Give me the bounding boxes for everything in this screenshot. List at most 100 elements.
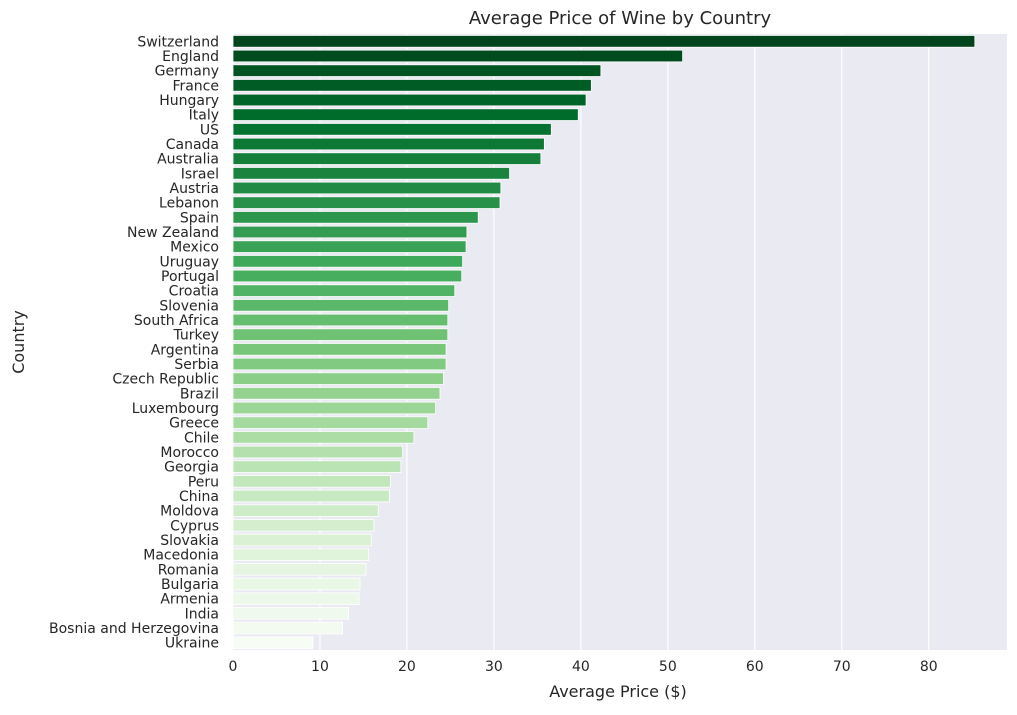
y-tick-label: Georgia [164, 460, 219, 476]
bar-spain [232, 211, 479, 224]
y-tick-label: Macedonia [143, 548, 219, 564]
bar-slovakia [232, 533, 372, 547]
gridlines [232, 34, 930, 650]
bar-turkey [232, 328, 449, 341]
x-tick-label: 40 [572, 659, 590, 675]
bar-peru [232, 475, 391, 488]
x-tick-label: 80 [920, 659, 938, 675]
bar-czech-republic [232, 372, 444, 385]
y-tick-label: Morocco [160, 445, 219, 461]
bar-brazil [232, 387, 441, 400]
y-tick-label: Portugal [161, 269, 219, 285]
y-tick-label: Hungary [159, 93, 219, 109]
bar-macedonia [232, 548, 370, 561]
x-tick-label: 0 [229, 659, 238, 675]
x-tick-label: 50 [659, 659, 677, 675]
bar-armenia [232, 592, 360, 605]
bar-croatia [232, 284, 456, 297]
bar-uruguay [232, 255, 463, 268]
bar-bulgaria [232, 577, 361, 591]
bar-lebanon [232, 196, 501, 209]
bar-china [232, 489, 390, 503]
y-tick-label: Romania [158, 562, 219, 578]
y-tick-label: Bosnia and Herzegovina [49, 621, 219, 637]
bar-us [232, 123, 552, 136]
chart-title: Average Price of Wine by Country [469, 8, 772, 29]
bar-england [232, 49, 684, 63]
x-tick-label: 30 [485, 659, 503, 675]
x-axis-label: Average Price ($) [549, 682, 687, 701]
bar-greece [232, 416, 429, 429]
y-tick-label: Argentina [151, 342, 219, 358]
bar-serbia [232, 357, 447, 371]
bar-new-zealand [232, 225, 468, 239]
bar-luxembourg [232, 401, 437, 415]
y-tick-label: Chile [184, 430, 219, 446]
y-tick-label: Lebanon [159, 196, 219, 212]
bar-mexico [232, 240, 467, 253]
bar-slovenia [232, 299, 450, 312]
y-tick-label: US [200, 122, 219, 138]
y-tick-label: New Zealand [127, 225, 219, 241]
x-tick-labels: 0 10 20 30 40 50 60 70 80 [229, 659, 938, 675]
y-tick-label: Slovakia [160, 533, 219, 549]
bar-cyprus [232, 519, 375, 532]
bar-india [232, 607, 350, 620]
bar-georgia [232, 460, 402, 473]
y-tick-label: Germany [155, 64, 219, 80]
bar-portugal [232, 269, 463, 283]
y-tick-label: Israel [181, 166, 219, 182]
y-tick-label: Austria [170, 181, 219, 197]
y-tick-label: Spain [180, 210, 219, 226]
bar-australia [232, 152, 542, 165]
y-tick-label: Italy [189, 108, 219, 124]
y-tick-label: England [162, 49, 219, 65]
y-tick-label: Canada [166, 137, 219, 153]
y-tick-label: Turkey [172, 328, 219, 344]
y-tick-label: South Africa [134, 313, 219, 329]
y-axis-label: Country [9, 310, 28, 374]
y-tick-label: Croatia [169, 284, 219, 300]
bar-germany [232, 64, 602, 77]
y-tick-label: Slovenia [159, 298, 219, 314]
bars [232, 35, 976, 649]
y-tick-label: Brazil [180, 386, 219, 402]
x-tick-label: 10 [311, 659, 329, 675]
bar-austria [232, 181, 502, 195]
y-tick-label: Armenia [160, 592, 219, 608]
y-tick-label: Cyprus [170, 518, 219, 534]
y-tick-label: France [172, 78, 219, 94]
y-tick-label: Uruguay [160, 254, 220, 270]
y-tick-label: Peru [188, 474, 219, 490]
x-tick-label: 20 [398, 659, 416, 675]
bar-romania [232, 563, 367, 576]
y-tick-label: Moldova [160, 504, 219, 520]
x-tick-label: 70 [833, 659, 851, 675]
bar-france [232, 79, 592, 92]
y-tick-label: Ukraine [165, 636, 219, 652]
y-tick-label: Mexico [170, 240, 219, 256]
y-tick-label: Switzerland [137, 34, 219, 50]
bar-italy [232, 108, 579, 121]
bar-argentina [232, 343, 447, 356]
bar-ukraine [232, 636, 314, 649]
y-tick-label: Bulgaria [161, 577, 219, 593]
y-tick-label: China [179, 489, 219, 505]
y-tick-label: Serbia [174, 357, 219, 373]
y-tick-label: Czech Republic [112, 372, 219, 388]
y-tick-label: Australia [157, 152, 219, 168]
y-tick-label: Greece [169, 416, 219, 432]
x-tick-label: 60 [746, 659, 764, 675]
bar-moldova [232, 504, 379, 517]
bar-israel [232, 167, 510, 180]
bar-morocco [232, 445, 403, 459]
y-tick-labels: SwitzerlandEnglandGermanyFranceHungaryIt… [49, 34, 219, 651]
bar-chile [232, 431, 415, 444]
plot-background [233, 34, 1007, 650]
bar-south-africa [232, 313, 449, 327]
y-tick-label: Luxembourg [132, 401, 219, 417]
bar-bosnia-and-herzegovina [232, 621, 343, 635]
bar-hungary [232, 93, 587, 107]
